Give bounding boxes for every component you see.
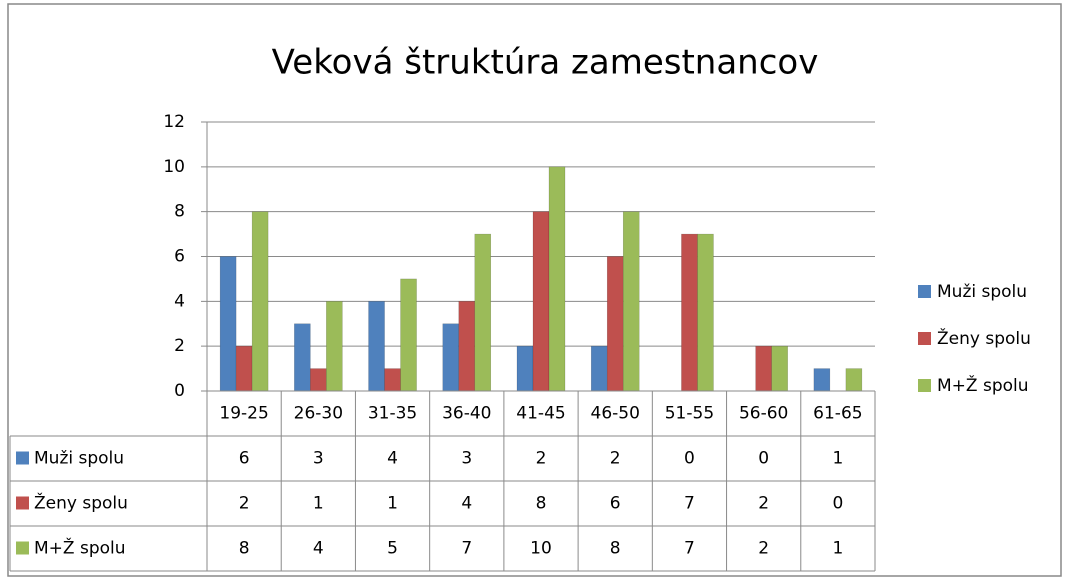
x-tick-label: 56-60 xyxy=(739,404,788,424)
table-cell: 4 xyxy=(387,449,398,469)
bar xyxy=(681,233,698,392)
table-cell: 1 xyxy=(832,449,843,469)
bar xyxy=(384,368,401,392)
table-cell: 0 xyxy=(758,449,769,469)
legend-label: Ženy spolu xyxy=(937,327,1031,349)
x-tick-label: 31-35 xyxy=(368,404,417,424)
table-legend-key xyxy=(16,451,29,465)
bar xyxy=(697,233,714,392)
x-tick-label: 46-50 xyxy=(591,404,640,424)
table-cell: 3 xyxy=(461,449,472,469)
y-tick-label: 2 xyxy=(174,336,185,356)
bar xyxy=(606,256,624,392)
table-cell: 2 xyxy=(758,539,769,559)
bar xyxy=(400,278,417,392)
bar xyxy=(294,323,311,392)
table-cell: 6 xyxy=(239,449,250,469)
table-cell: 0 xyxy=(832,494,843,514)
table-cell: 8 xyxy=(239,539,250,559)
table-legend-key xyxy=(16,496,29,510)
table-cell: 8 xyxy=(610,539,621,559)
table-cell: 10 xyxy=(530,539,552,559)
legend-label: Muži spolu xyxy=(937,282,1027,302)
table-cell: 1 xyxy=(313,494,324,514)
table-cell: 1 xyxy=(387,494,398,514)
bar xyxy=(368,301,385,392)
bar xyxy=(771,345,788,392)
bar xyxy=(845,368,863,392)
bar xyxy=(532,211,550,392)
legend-key xyxy=(918,285,931,298)
chart-title: Veková štruktúra zamestnancov xyxy=(272,43,819,83)
table-cell: 2 xyxy=(239,494,250,514)
bar xyxy=(219,256,237,392)
y-tick-label: 0 xyxy=(174,381,185,401)
table-cell: 5 xyxy=(387,539,398,559)
table-cell: 4 xyxy=(313,539,324,559)
table-cell: 2 xyxy=(758,494,769,514)
bar xyxy=(251,211,269,392)
legend-key xyxy=(918,332,931,345)
bar xyxy=(813,368,831,392)
bar xyxy=(622,211,640,392)
bar xyxy=(755,345,772,392)
table-row-label: Ženy spolu xyxy=(34,492,128,514)
legend-key xyxy=(918,379,931,392)
x-tick-label: 36-40 xyxy=(442,404,491,424)
bar xyxy=(310,368,327,392)
x-tick-label: 41-45 xyxy=(516,404,565,424)
x-tick-label: 51-55 xyxy=(665,404,714,424)
table-row-label: Muži spolu xyxy=(34,449,124,469)
bar xyxy=(458,301,476,392)
table-cell: 1 xyxy=(832,539,843,559)
table-cell: 7 xyxy=(684,494,695,514)
table-row-label: M+Ž spolu xyxy=(34,537,126,559)
bar xyxy=(326,301,343,392)
table-cell: 8 xyxy=(536,494,547,514)
table-cell: 7 xyxy=(684,539,695,559)
table-cell: 2 xyxy=(536,449,547,469)
x-tick-label: 61-65 xyxy=(813,404,862,424)
y-tick-label: 8 xyxy=(174,202,185,222)
legend-label: M+Ž spolu xyxy=(937,374,1029,396)
y-tick-label: 12 xyxy=(163,112,185,132)
table-cell: 0 xyxy=(684,449,695,469)
bar xyxy=(474,233,492,392)
x-tick-label: 26-30 xyxy=(294,404,343,424)
table-cell: 3 xyxy=(313,449,324,469)
bar xyxy=(516,345,534,392)
bar xyxy=(235,345,253,392)
y-tick-label: 4 xyxy=(174,291,185,311)
x-tick-label: 19-25 xyxy=(219,404,268,424)
table-cell: 2 xyxy=(610,449,621,469)
bar xyxy=(442,323,460,392)
y-tick-label: 6 xyxy=(174,247,185,267)
table-legend-key xyxy=(16,541,29,555)
y-tick-label: 10 xyxy=(163,157,185,177)
bar xyxy=(590,345,608,392)
table-cell: 7 xyxy=(461,539,472,559)
table-cell: 4 xyxy=(461,494,472,514)
bar xyxy=(548,166,566,392)
table-cell: 6 xyxy=(610,494,621,514)
